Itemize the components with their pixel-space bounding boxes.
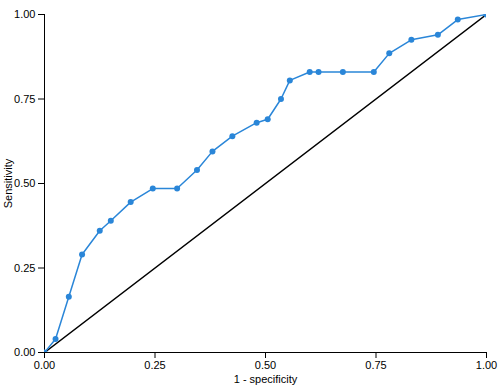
- svg-text:0.75: 0.75: [14, 93, 35, 105]
- svg-text:1.00: 1.00: [14, 8, 35, 20]
- svg-text:0.50: 0.50: [255, 359, 276, 371]
- svg-text:Sensitivity: Sensitivity: [2, 158, 14, 208]
- svg-text:0.25: 0.25: [14, 262, 35, 274]
- svg-text:0.00: 0.00: [34, 359, 55, 371]
- svg-text:1 - specificity: 1 - specificity: [234, 373, 298, 385]
- svg-text:1.00: 1.00: [476, 359, 497, 371]
- svg-text:0.50: 0.50: [14, 177, 35, 189]
- svg-text:0.75: 0.75: [365, 359, 386, 371]
- svg-text:0.00: 0.00: [14, 346, 35, 358]
- svg-text:0.25: 0.25: [144, 359, 165, 371]
